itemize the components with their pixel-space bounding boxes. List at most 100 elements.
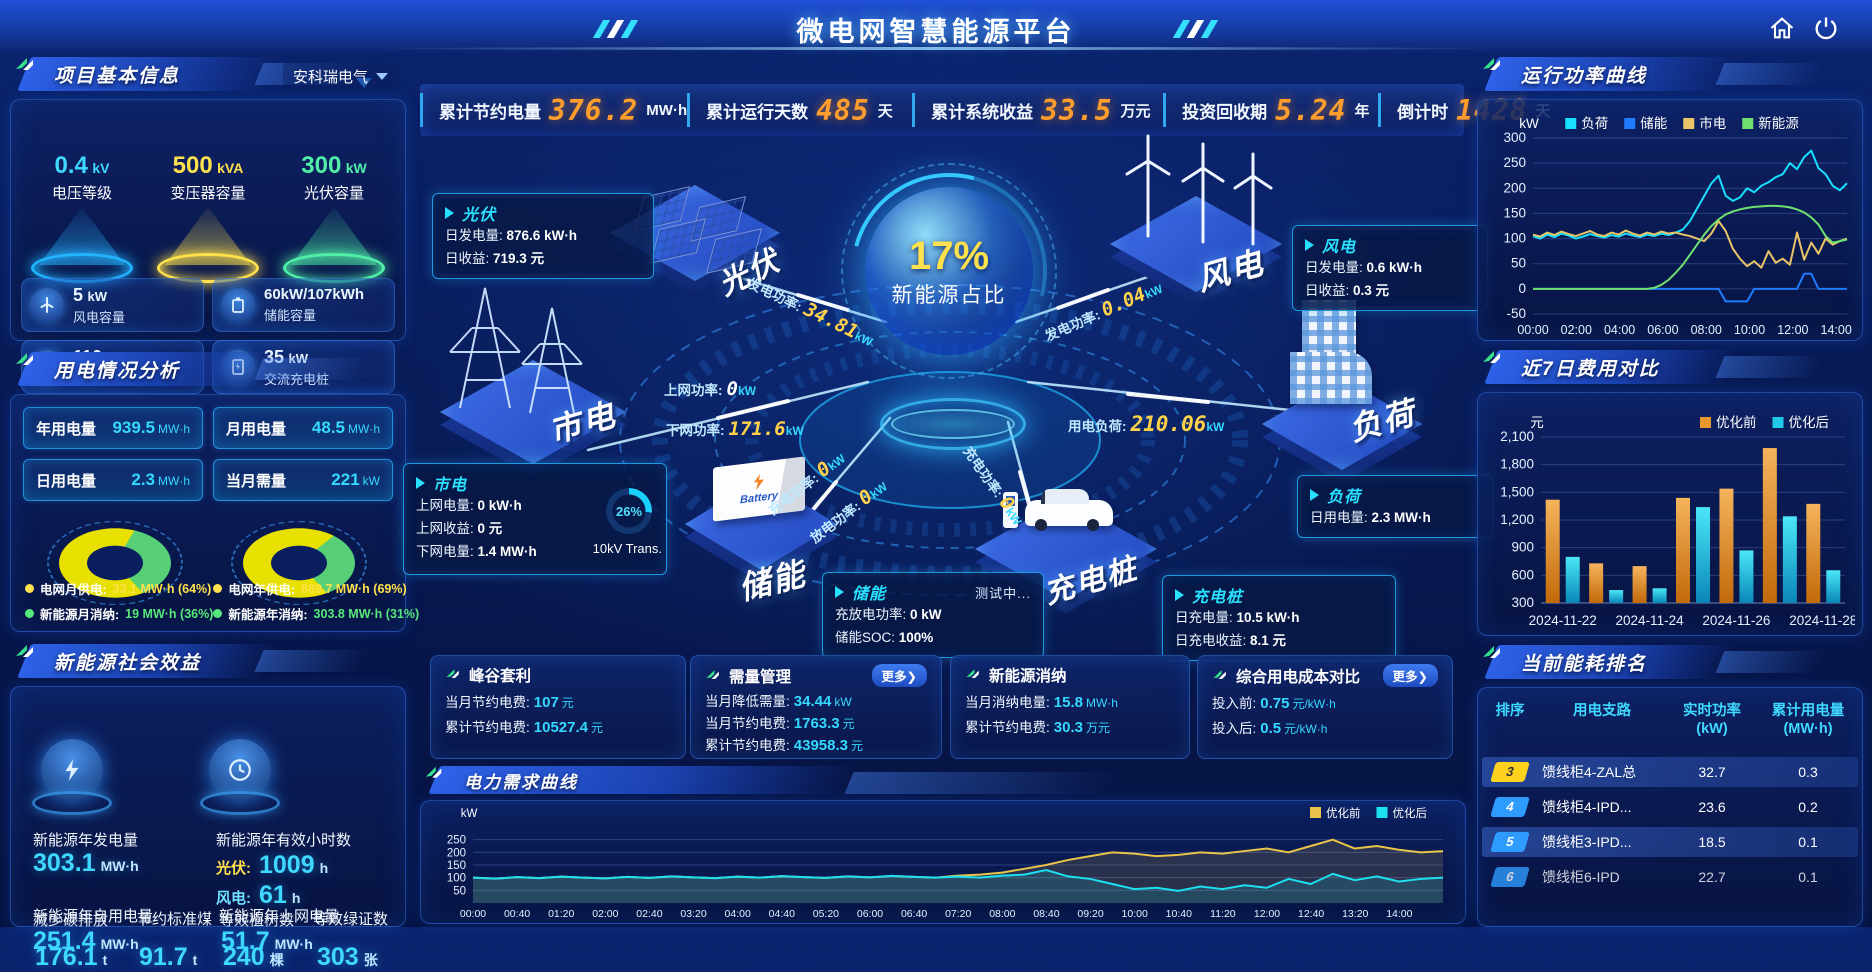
triangle-icon	[1310, 489, 1319, 501]
svg-text:50: 50	[1511, 256, 1526, 271]
svg-text:06:00: 06:00	[1647, 323, 1678, 337]
more-button[interactable]: 更多❯	[871, 664, 927, 687]
wind-hours-value: 61 h	[259, 881, 301, 909]
svg-text:06:00: 06:00	[857, 908, 883, 920]
cone-transformer: 500 kVA 变压器容量	[157, 152, 259, 283]
table-row[interactable]: 5 馈线柜3-IPD... 18.5 0.1	[1482, 827, 1858, 858]
cert-label: 等效绿证数	[313, 911, 389, 928]
rank-badge: 4	[1490, 797, 1530, 818]
cert-value: 303 张	[317, 943, 378, 971]
pv-info-box: 光伏 日发电量: 876.6 kW·h 日收益: 719.3 元	[432, 193, 654, 279]
pv-hours-value: 1009 h	[259, 851, 329, 879]
coal-label: 节约标准煤	[137, 911, 213, 928]
card-wind-capacity: 5 kW 风电容量	[21, 278, 204, 332]
svg-text:100: 100	[447, 873, 466, 885]
home-icon[interactable]	[1768, 14, 1798, 44]
svg-text:09:20: 09:20	[1077, 908, 1103, 920]
svg-text:04:00: 04:00	[1604, 323, 1635, 337]
gen-label: 新能源年发电量	[33, 832, 139, 849]
svg-text:250: 250	[1503, 155, 1526, 170]
kpi-saved-energy: 累计节约电量 376.2 MW·h	[420, 93, 687, 127]
rank-badge: 3	[1490, 762, 1530, 783]
svg-text:08:40: 08:40	[1033, 908, 1059, 920]
transformer-label: 10kV Trans.	[592, 541, 662, 556]
transformer-load-ring: 26%	[606, 488, 652, 534]
svg-text:300: 300	[1503, 130, 1526, 145]
panel-flag-icon	[16, 353, 33, 365]
flag-icon	[446, 669, 459, 678]
panel-run-title: 运行功率曲线	[1521, 66, 1648, 87]
panel-project-info: 项目基本信息 安科瑞电气 0.4 kV 电压等级 500 kVA 变压器容量	[10, 55, 406, 394]
flag-icon	[966, 669, 979, 678]
center-sphere: 17% 新能源占比	[841, 163, 1057, 379]
card-demand-management: 需量管理 更多❯ 当月降低需量: 34.44 kW 当月节约电费: 1763.3 元 累计…	[690, 655, 942, 759]
company-dropdown[interactable]: 安科瑞电气	[282, 63, 398, 90]
ranking-table-header: 排序 用电支路 实时功率 (kW) 累计用电量 (MW·h)	[1495, 703, 1845, 738]
panel-demand-title: 电力需求曲线	[464, 773, 578, 792]
svg-text:600: 600	[1511, 567, 1534, 582]
more-button[interactable]: 更多❯	[1382, 664, 1438, 687]
svg-text:新能源: 新能源	[1758, 116, 1799, 131]
svg-text:00:40: 00:40	[504, 908, 530, 920]
tree-label: 等效植树数	[219, 912, 295, 929]
load-info-box: 负荷 日用电量: 2.3 MW·h	[1297, 475, 1493, 538]
load-island	[1262, 378, 1422, 483]
storage-status: 测试中...	[975, 585, 1031, 601]
cone-beam-green	[291, 207, 377, 265]
table-row[interactable]: 4 馈线柜4-IPD... 23.6 0.2	[1482, 792, 1858, 822]
flow-load-power: 用电负荷: 210.06kW	[1068, 412, 1225, 436]
svg-text:2024-11-24: 2024-11-24	[1616, 613, 1685, 628]
svg-text:kW: kW	[461, 808, 478, 820]
tree-value: 240 棵	[223, 943, 284, 971]
svg-text:12:00: 12:00	[1777, 323, 1808, 337]
svg-text:优化后: 优化后	[1393, 806, 1428, 820]
svg-text:市电: 市电	[1699, 115, 1726, 131]
flag-icon	[706, 669, 719, 679]
stat-month-usage: 月用电量 48.5 MW·h	[213, 407, 393, 449]
panel-energy-ranking: 当前能耗排名 排序 用电支路 实时功率 (kW) 累计用电量 (MW·h) 3 馈线…	[1477, 643, 1863, 927]
self-use-label: 新能源年自用电量	[33, 908, 154, 925]
title-deco-right	[1172, 20, 1219, 38]
svg-text:14:00: 14:00	[1386, 908, 1412, 920]
svg-text:10:00: 10:00	[1734, 323, 1765, 337]
clock-icon	[229, 759, 251, 781]
svg-text:元: 元	[1530, 415, 1544, 430]
svg-text:优化前: 优化前	[1326, 806, 1361, 820]
panel-cost-compare: 近7日费用对比 300 600 900 1,200 1,500 1,800 2,100 元 优化…	[1477, 348, 1863, 636]
sphere-pedestal	[880, 398, 1026, 450]
co2-value: 176.1 t	[35, 943, 108, 971]
card-peak-valley: 峰谷套利 当月节约电费: 107 元 累计节约电费: 10527.4 元	[430, 655, 686, 759]
svg-text:07:20: 07:20	[945, 908, 971, 920]
panel-flag-icon	[16, 58, 33, 70]
svg-text:50: 50	[453, 885, 466, 897]
cone-voltage: 0.4 kV 电压等级	[31, 152, 133, 283]
hours-label: 新能源年有效小时数	[216, 832, 352, 849]
storage-info-box: 储能 测试中... 充放电功率: 0 kW 储能SOC: 100%	[822, 572, 1044, 658]
flow-to-grid: 上网功率: 0kW	[664, 378, 756, 400]
svg-text:2024-11-28: 2024-11-28	[1789, 613, 1855, 628]
power-icon[interactable]	[1812, 14, 1842, 44]
renewable-percent-label: 新能源占比	[891, 283, 1007, 307]
legend-item: 电网年供电: 689.7 MW·h (69%)	[213, 579, 419, 598]
svg-text:200: 200	[1503, 180, 1526, 195]
svg-text:08:00: 08:00	[1691, 323, 1722, 337]
kpi-revenue: 累计系统收益 33.5 万元	[912, 93, 1163, 127]
panel-run-power: 运行功率曲线 300 250 200 150 100 50 0 -50 kW 负荷 储能 市电 新能源 0…	[1477, 55, 1863, 341]
panel-usage-title: 用电情况分析	[54, 361, 181, 382]
panel-flag-icon	[1483, 351, 1500, 363]
triangle-icon	[445, 207, 454, 219]
panel-project-title: 项目基本信息	[54, 66, 181, 87]
svg-text:14:00: 14:00	[1821, 323, 1852, 337]
ev-car-graphic	[1025, 489, 1113, 531]
table-row[interactable]: 3 馈线柜4-ZAL总 32.7 0.3	[1482, 757, 1858, 788]
wind-turbines-graphic	[1125, 134, 1273, 246]
panel-usage-analysis: 用电情况分析 年用电量 939.5 MW·h 月用电量 48.5 MW·h 日用电量…	[10, 350, 419, 632]
panel-social-benefit: 新能源社会效益 新能源年发电量 303.1 MW·h 新能源年有效小时数 光伏: …	[10, 642, 406, 971]
svg-text:优化后: 优化后	[1789, 415, 1830, 430]
table-row[interactable]: 6 馈线柜6-IPD 22.7 0.1	[1482, 862, 1858, 892]
grid-island	[440, 360, 626, 477]
flag-icon	[1213, 669, 1226, 679]
run-power-chart: 300 250 200 150 100 50 0 -50 kW 负荷 储能 市电 新能源 00:00 02:…	[1503, 115, 1852, 337]
legend-item: 电网月供电: 33.1 MW·h (64%)	[25, 579, 213, 598]
svg-text:2,100: 2,100	[1500, 429, 1534, 444]
